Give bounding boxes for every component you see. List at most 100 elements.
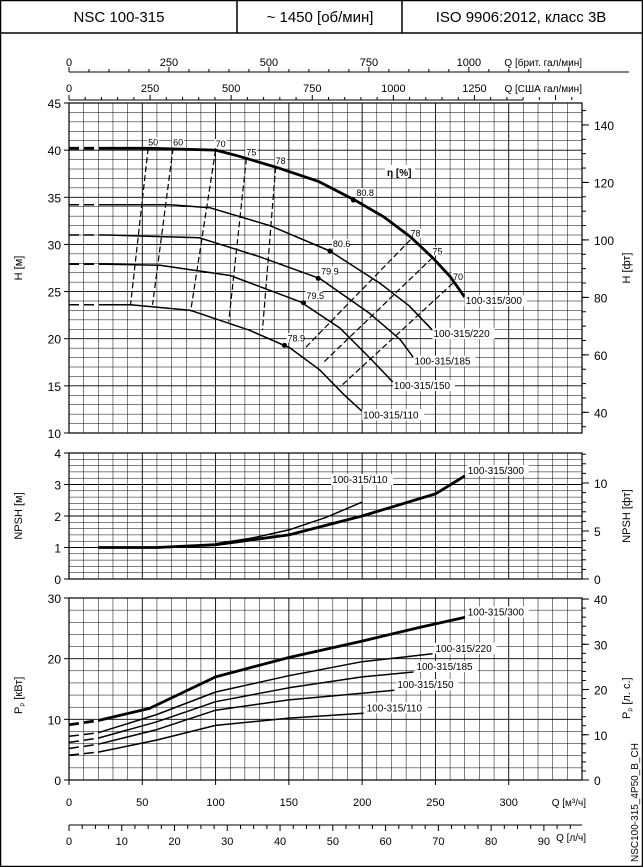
top-axis-tick-label: 1250: [462, 83, 486, 95]
best-efficiency-point: [301, 300, 307, 306]
efficiency-iso-line: [190, 150, 217, 312]
y-tick-label: 15: [48, 380, 62, 394]
y-right-tick-label: 120: [594, 176, 614, 190]
curve-100-315/110: [98, 712, 364, 753]
head-panel: 10 15 20 25 30 35 40 45 40 60 80 100 120 140 H [м] H [ф…: [13, 57, 633, 441]
curve-label-bg: [396, 679, 459, 691]
y-tick-label: 20: [48, 653, 62, 667]
x-tick-label: 0: [66, 797, 72, 809]
y-right-axis-label-symbol: P: [621, 712, 633, 719]
curve-label-bg: [365, 702, 428, 714]
efficiency-label-bg: [172, 137, 185, 147]
efficiency-label-bg: [431, 246, 444, 256]
curve-dashed-100-315/110: [68, 751, 99, 756]
curve-label-bg: [432, 328, 495, 340]
top-axis-label: Q [США гал/мин]: [504, 84, 582, 95]
y-right-tick-label: 10: [594, 477, 608, 491]
top-axis-tick-label: 1000: [457, 57, 481, 69]
efficiency-iso-label: 78: [411, 229, 421, 239]
model-name: NSC 100-315: [74, 9, 165, 26]
y-right-tick-label: 30: [594, 638, 608, 652]
efficiency-iso-label: 78: [276, 156, 286, 166]
curve-dashed-100-315/300: [68, 719, 99, 727]
x-tick-label: 100: [206, 797, 224, 809]
efficiency-iso-label: 75: [246, 148, 256, 158]
top-axis-tick-label: 1000: [381, 83, 405, 95]
y-axis-label-symbol: P: [13, 707, 25, 714]
standard-label: ISO 9906:2012, класс 3B: [436, 9, 607, 26]
curve-100-315/150: [98, 689, 395, 745]
efficiency-label-bg: [147, 137, 160, 147]
curve-label-bg: [413, 355, 476, 367]
top-axis-tick-label: 500: [222, 83, 240, 95]
efficiency-iso-label: 70: [453, 272, 463, 282]
curve-100-315/220: [105, 204, 434, 331]
best-efficiency-label: 79.5: [307, 291, 325, 301]
y-right-tick-label: 60: [594, 349, 608, 363]
curve-label: 100-315/185: [416, 662, 473, 673]
efficiency-label-bg: [274, 156, 287, 166]
y-right-tick-label: 100: [594, 234, 614, 248]
best-efficiency-label: 80.6: [333, 239, 351, 249]
curve-label-bg: [331, 474, 394, 486]
curve-100-315/220: [98, 653, 433, 734]
curve-label: 100-315/150: [394, 381, 451, 392]
y-tick-label: 35: [48, 191, 62, 205]
top-axis-tick-label: 0: [66, 83, 72, 95]
efficiency-iso-line: [129, 148, 149, 305]
drawing-code: NSC100-315_4P50_B_CH: [630, 743, 641, 862]
y-tick-label: 1: [54, 542, 61, 556]
bottom-axis-tick-label: 90: [538, 836, 550, 848]
efficiency-label-bg: [409, 228, 422, 238]
curve-100-315/300: [98, 474, 466, 549]
bottom-axis-tick-label: 30: [221, 836, 233, 848]
speed-label: ~ 1450 [об/мин]: [267, 9, 374, 26]
efficiency-iso-label: 50: [148, 137, 158, 147]
bep-label-bg: [305, 290, 323, 300]
bottom-axis-tick-label: 80: [485, 836, 497, 848]
curve-label: 100-315/185: [414, 357, 471, 368]
best-efficiency-point: [327, 248, 333, 254]
best-efficiency-point: [281, 342, 287, 348]
curve-label: 100-315/300: [468, 607, 525, 618]
y-right-tick-label: 0: [594, 573, 601, 587]
y-right-tick-label: 140: [594, 119, 614, 133]
efficiency-iso-line: [228, 158, 247, 322]
y-right-axis-label-subscript: P: [629, 708, 635, 712]
curve-100-315/150: [105, 263, 394, 383]
y-right-tick-label: 0: [594, 774, 601, 788]
efficiency-iso-label: 60: [173, 137, 183, 147]
curve-label: 100-315/220: [433, 329, 490, 340]
bottom-axis-tick-label: 0: [66, 836, 72, 848]
top-axis-tick-label: 500: [260, 57, 278, 69]
y-right-tick-label: 20: [594, 684, 608, 698]
y-axis-label: H [м]: [13, 256, 25, 281]
curve-label: 100-315/220: [435, 644, 492, 655]
curve-label: 100-315/110: [367, 703, 423, 714]
y-tick-label: 40: [48, 144, 62, 158]
top-axis-label: Q [брит. гал/мин]: [504, 57, 582, 69]
npsh-panel: 0 1 2 3 4 0 5 10 NPSH [м] NPSH [фт] 100-315/300 100…: [13, 447, 633, 587]
y-axis-label-subscript: P: [21, 703, 27, 707]
curve-dashed-100-315/150: [68, 743, 99, 750]
best-efficiency-label: 79.9: [321, 266, 339, 276]
bep-label-bg: [320, 266, 338, 276]
curve-label-bg: [392, 380, 455, 392]
efficiency-iso-line: [151, 148, 174, 305]
efficiency-iso-line: [322, 257, 433, 364]
top-axis-tick-label: 250: [141, 83, 159, 95]
curve-dashed-100-315/220: [68, 731, 99, 738]
y-tick-label: 25: [48, 286, 62, 300]
curve-label-bg: [415, 661, 478, 673]
y-tick-label: 10: [48, 713, 62, 727]
best-efficiency-label: 78.9: [287, 333, 305, 343]
curve-100-315/300: [97, 616, 466, 722]
y-right-tick-label: 40: [594, 406, 608, 420]
efficiency-iso-label: 70: [216, 139, 226, 149]
curve-label: 100-315/300: [468, 466, 525, 477]
plot-frame: [68, 597, 583, 781]
x-axis-label: Q [м³/ч]: [552, 798, 587, 809]
efficiency-iso-label: 75: [432, 247, 442, 257]
best-efficiency-label: 80.8: [356, 188, 374, 198]
